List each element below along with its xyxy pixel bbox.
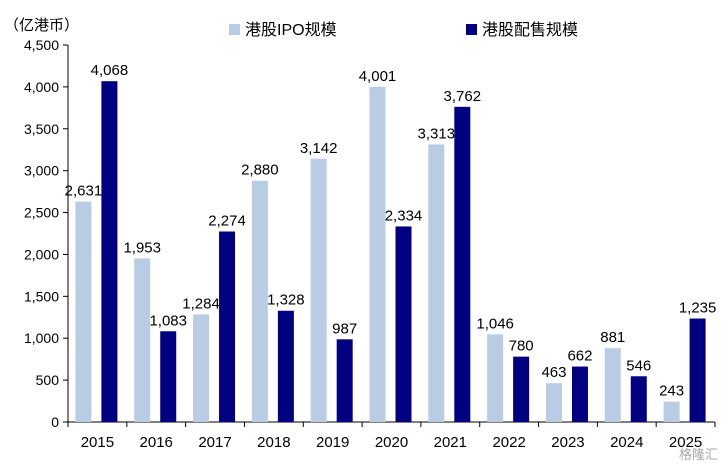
bar-ipo: [369, 86, 386, 422]
x-category-label: 2022: [492, 434, 525, 451]
x-category-label: 2021: [434, 434, 467, 451]
x-category-label: 2019: [316, 434, 349, 451]
data-label-ipo: 1,284: [182, 295, 220, 312]
data-label-ipo: 881: [600, 329, 625, 346]
y-tick-label: 4,500: [24, 37, 59, 53]
data-label-ipo: 1,046: [476, 315, 514, 332]
data-labels: 2,631 1,953 1,284 2,880 3,142 4,001 3,313 1,046…: [65, 62, 717, 399]
bar-ipo: [663, 401, 680, 422]
data-label-ipo: 3,142: [300, 140, 338, 157]
x-category-label: 2016: [140, 434, 173, 451]
y-tick-label: 500: [36, 372, 60, 388]
data-label-placement: 662: [567, 348, 592, 365]
data-label-ipo: 2,631: [65, 183, 103, 200]
x-category-label: 2015: [81, 434, 114, 451]
x-category-label: 2018: [257, 434, 290, 451]
bar-placement: [219, 231, 236, 422]
data-label-ipo: 243: [659, 383, 684, 400]
data-label-placement: 780: [509, 338, 534, 355]
bar-ipo: [134, 258, 151, 422]
watermark-text: 格隆汇: [678, 447, 718, 462]
data-label-ipo: 4,001: [359, 68, 397, 85]
data-label-placement: 2,274: [208, 212, 246, 229]
data-label-placement: 4,068: [91, 62, 129, 79]
y-tick-label: 3,500: [24, 121, 59, 137]
legend-swatch-ipo: [229, 24, 240, 35]
x-category-label: 2017: [198, 434, 231, 451]
legend-swatch-placement: [466, 24, 477, 35]
data-label-placement: 3,762: [444, 88, 482, 105]
data-label-placement: 546: [626, 357, 651, 374]
bar-ipo: [487, 334, 504, 422]
data-label-ipo: 463: [541, 364, 566, 381]
bar-placement: [689, 318, 706, 422]
bar-placement: [395, 226, 412, 422]
bar-ipo: [310, 158, 327, 423]
data-label-ipo: 3,313: [418, 125, 456, 142]
x-category-label: 2020: [375, 434, 408, 451]
y-tick-label: 2,500: [24, 205, 59, 221]
bar-placement: [160, 331, 177, 422]
x-category-label: 2023: [551, 434, 584, 451]
y-tick-label: 1,000: [24, 330, 59, 346]
bar-placement: [630, 376, 647, 422]
bar-placement: [336, 339, 353, 422]
data-label-placement: 987: [332, 320, 357, 337]
bar-ipo: [251, 180, 268, 422]
bar-ipo: [428, 144, 445, 423]
bar-placement: [454, 106, 471, 422]
bars: [75, 81, 706, 423]
data-label-placement: 2,334: [385, 207, 423, 224]
y-tick-label: 3,000: [24, 163, 59, 179]
legend-label-ipo: 港股IPO规模: [245, 21, 337, 39]
bar-ipo: [193, 314, 210, 422]
bar-placement: [101, 81, 118, 422]
x-axis: 2015 2016 2017 2018 2019 2020 2021 2022 2023 2024…: [67, 421, 716, 451]
y-tick-label: 0: [51, 414, 59, 430]
data-label-placement: 1,328: [267, 292, 305, 309]
y-tick-label: 1,500: [24, 288, 59, 304]
y-tick-label: 4,000: [24, 79, 59, 95]
x-category-label: 2025: [669, 434, 702, 451]
bar-ipo: [75, 201, 92, 422]
data-label-placement: 1,235: [679, 300, 717, 317]
x-category-label: 2024: [610, 434, 643, 451]
bar-placement: [277, 310, 294, 422]
y-axis-unit-label: （亿港币）: [4, 17, 79, 34]
legend-label-placement: 港股配售规模: [482, 21, 578, 39]
y-axis: 0 500 1,000 1,500 2,000 2,500 3,000 3,500 4,000 4…: [24, 37, 69, 430]
bar-placement: [571, 366, 588, 422]
data-label-ipo: 2,880: [241, 162, 279, 179]
legend: 港股IPO规模 港股配售规模: [229, 21, 578, 39]
bar-placement: [513, 356, 530, 422]
bar-ipo: [604, 348, 621, 422]
y-tick-label: 2,000: [24, 246, 59, 262]
bar-ipo: [545, 383, 562, 422]
data-label-ipo: 1,953: [123, 239, 161, 256]
data-label-placement: 1,083: [149, 312, 187, 329]
